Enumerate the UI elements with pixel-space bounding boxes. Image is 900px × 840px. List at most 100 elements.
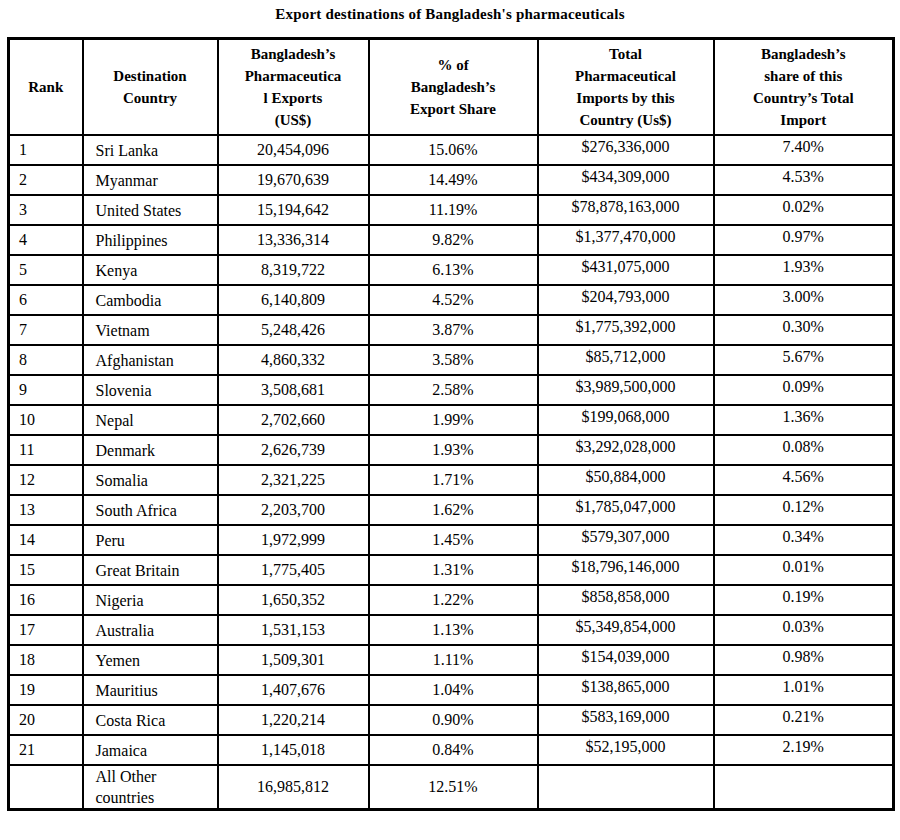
- cell-country: Afghanistan: [83, 345, 218, 375]
- cell-country: All Other countries: [83, 765, 218, 810]
- cell-country: Somalia: [83, 465, 218, 495]
- cell-country: Kenya: [83, 255, 218, 285]
- cell-share: 6.13%: [369, 255, 538, 285]
- table-row: 19Mauritius1,407,6761.04%$138,865,0001.0…: [9, 675, 894, 705]
- cell-share: 2.58%: [369, 375, 538, 405]
- table-row: 10Nepal2,702,6601.99%$199,068,0001.36%: [9, 405, 894, 435]
- column-header-exports: Bangladesh’s Pharmaceutica l Exports (US…: [218, 39, 369, 136]
- cell-rank: 4: [9, 225, 83, 255]
- cell-imports: $138,865,000: [538, 675, 714, 705]
- cell-share: 1.04%: [369, 675, 538, 705]
- table-row: 15Great Britain1,775,4051.31%$18,796,146…: [9, 555, 894, 585]
- cell-exports: 1,407,676: [218, 675, 369, 705]
- cell-country: Nigeria: [83, 585, 218, 615]
- cell-rank: 2: [9, 165, 83, 195]
- table-row: 21Jamaica1,145,0180.84%$52,195,0002.19%: [9, 735, 894, 765]
- cell-share: 11.19%: [369, 195, 538, 225]
- cell-importshare: 0.01%: [714, 555, 894, 585]
- cell-exports: 2,203,700: [218, 495, 369, 525]
- cell-rank: 11: [9, 435, 83, 465]
- cell-rank: 7: [9, 315, 83, 345]
- table-row: 5Kenya8,319,7226.13%$431,075,0001.93%: [9, 255, 894, 285]
- cell-country: Vietnam: [83, 315, 218, 345]
- cell-importshare: 1.01%: [714, 675, 894, 705]
- cell-share: 9.82%: [369, 225, 538, 255]
- cell-rank: 15: [9, 555, 83, 585]
- table-row: 3United States15,194,64211.19%$78,878,16…: [9, 195, 894, 225]
- cell-exports: 20,454,096: [218, 135, 369, 165]
- cell-share: 15.06%: [369, 135, 538, 165]
- cell-rank: 21: [9, 735, 83, 765]
- cell-share: 14.49%: [369, 165, 538, 195]
- table-row: 17Australia1,531,1531.13%$5,349,854,0000…: [9, 615, 894, 645]
- document-page: Export destinations of Bangladesh's phar…: [0, 0, 900, 840]
- cell-exports: 3,508,681: [218, 375, 369, 405]
- cell-share: 1.31%: [369, 555, 538, 585]
- cell-imports: $154,039,000: [538, 645, 714, 675]
- cell-rank: 9: [9, 375, 83, 405]
- cell-exports: 6,140,809: [218, 285, 369, 315]
- cell-importshare: 1.36%: [714, 405, 894, 435]
- cell-importshare: 0.21%: [714, 705, 894, 735]
- header-row: RankDestination CountryBangladesh’s Phar…: [9, 39, 894, 136]
- table-body: 1Sri Lanka20,454,09615.06%$276,336,0007.…: [9, 135, 894, 810]
- cell-importshare: 0.97%: [714, 225, 894, 255]
- cell-rank: 14: [9, 525, 83, 555]
- cell-importshare: 4.53%: [714, 165, 894, 195]
- cell-importshare: 0.98%: [714, 645, 894, 675]
- cell-importshare: 0.02%: [714, 195, 894, 225]
- cell-share: 4.52%: [369, 285, 538, 315]
- cell-rank: 13: [9, 495, 83, 525]
- cell-rank: 10: [9, 405, 83, 435]
- cell-country: Australia: [83, 615, 218, 645]
- cell-exports: 1,220,214: [218, 705, 369, 735]
- cell-imports: $579,307,000: [538, 525, 714, 555]
- cell-share: 1.99%: [369, 405, 538, 435]
- cell-rank: 16: [9, 585, 83, 615]
- cell-importshare: 2.19%: [714, 735, 894, 765]
- cell-importshare: 0.19%: [714, 585, 894, 615]
- cell-exports: 15,194,642: [218, 195, 369, 225]
- cell-share: 1.13%: [369, 615, 538, 645]
- cell-exports: 1,650,352: [218, 585, 369, 615]
- cell-share: 3.87%: [369, 315, 538, 345]
- cell-exports: 1,145,018: [218, 735, 369, 765]
- cell-imports: $78,878,163,000: [538, 195, 714, 225]
- table-row: All Other countries16,985,81212.51%: [9, 765, 894, 810]
- cell-importshare: 0.09%: [714, 375, 894, 405]
- cell-exports: 2,626,739: [218, 435, 369, 465]
- cell-country: Nepal: [83, 405, 218, 435]
- cell-imports: $3,989,500,000: [538, 375, 714, 405]
- cell-rank: 19: [9, 675, 83, 705]
- cell-share: 3.58%: [369, 345, 538, 375]
- table-row: 4Philippines13,336,3149.82%$1,377,470,00…: [9, 225, 894, 255]
- cell-share: 0.84%: [369, 735, 538, 765]
- table-row: 18Yemen1,509,3011.11%$154,039,0000.98%: [9, 645, 894, 675]
- cell-country: Cambodia: [83, 285, 218, 315]
- column-header-share: % of Bangladesh’s Export Share: [369, 39, 538, 136]
- cell-country: Yemen: [83, 645, 218, 675]
- table-row: 13South Africa2,203,7001.62%$1,785,047,0…: [9, 495, 894, 525]
- cell-rank: 8: [9, 345, 83, 375]
- table-row: 7Vietnam5,248,4263.87%$1,775,392,0000.30…: [9, 315, 894, 345]
- cell-imports: $50,884,000: [538, 465, 714, 495]
- cell-imports: $199,068,000: [538, 405, 714, 435]
- cell-exports: 2,321,225: [218, 465, 369, 495]
- cell-importshare: 0.03%: [714, 615, 894, 645]
- cell-rank: 1: [9, 135, 83, 165]
- cell-importshare: [714, 765, 894, 810]
- cell-importshare: 5.67%: [714, 345, 894, 375]
- cell-rank: 5: [9, 255, 83, 285]
- cell-imports: $52,195,000: [538, 735, 714, 765]
- cell-imports: $434,309,000: [538, 165, 714, 195]
- cell-country: Denmark: [83, 435, 218, 465]
- cell-share: 1.93%: [369, 435, 538, 465]
- cell-imports: [538, 765, 714, 810]
- table-row: 6Cambodia6,140,8094.52%$204,793,0003.00%: [9, 285, 894, 315]
- cell-share: 1.45%: [369, 525, 538, 555]
- cell-country: United States: [83, 195, 218, 225]
- cell-importshare: 7.40%: [714, 135, 894, 165]
- cell-exports: 1,972,999: [218, 525, 369, 555]
- cell-exports: 8,319,722: [218, 255, 369, 285]
- cell-country: Mauritius: [83, 675, 218, 705]
